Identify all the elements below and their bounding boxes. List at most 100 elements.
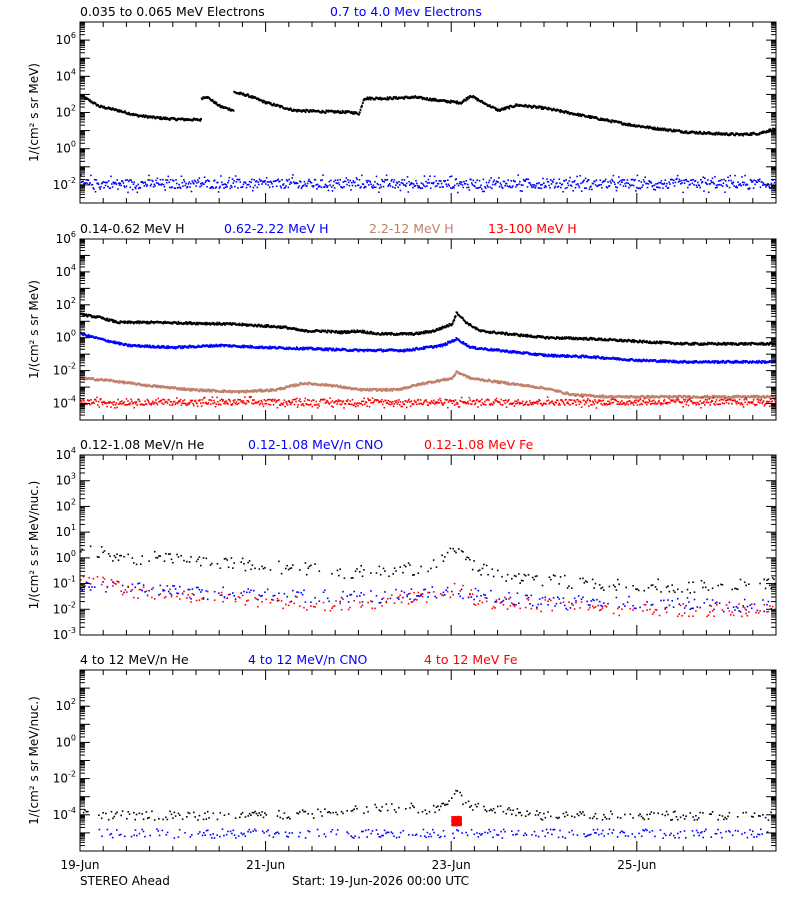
data-point	[404, 184, 406, 186]
data-point	[724, 134, 727, 136]
data-point	[463, 180, 465, 183]
data-point	[595, 179, 598, 181]
data-point	[377, 183, 379, 186]
data-point	[119, 182, 122, 185]
data-point	[732, 181, 735, 183]
data-point	[484, 187, 487, 189]
data-point	[534, 187, 537, 189]
data-point	[429, 187, 432, 189]
data-point	[384, 333, 387, 335]
data-point	[729, 174, 732, 177]
data-point	[530, 185, 533, 187]
data-point	[222, 183, 225, 186]
data-point	[262, 101, 264, 104]
data-point	[212, 187, 214, 189]
data-point	[664, 128, 666, 130]
data-point	[87, 335, 89, 338]
data-point	[531, 186, 533, 189]
data-point	[504, 334, 507, 336]
data-point	[116, 110, 119, 113]
legend-entry: 0.035 to 0.065 MeV Electrons	[80, 4, 265, 19]
data-point	[95, 317, 97, 319]
data-point	[421, 98, 424, 101]
data-point	[527, 106, 529, 109]
data-point	[304, 111, 307, 114]
data-point	[508, 108, 511, 110]
data-point	[408, 180, 410, 183]
data-point	[321, 111, 323, 114]
data-point	[693, 343, 696, 346]
data-point	[553, 187, 556, 189]
data-point	[332, 184, 334, 187]
data-point	[131, 181, 133, 183]
data-point	[535, 337, 538, 339]
data-point	[157, 346, 159, 348]
data-point	[561, 338, 563, 340]
data-point	[385, 332, 387, 335]
data-point	[439, 328, 442, 331]
data-point	[144, 181, 146, 183]
data-point	[383, 181, 386, 183]
data-point	[529, 336, 531, 338]
data-point	[435, 330, 437, 332]
data-point	[774, 344, 776, 346]
data-point	[147, 117, 149, 119]
data-point	[495, 109, 497, 111]
data-point	[266, 181, 269, 183]
data-point	[662, 129, 665, 132]
data-point	[390, 334, 392, 336]
data-point	[298, 185, 300, 187]
data-point	[538, 182, 540, 184]
data-point	[616, 186, 619, 189]
data-point	[313, 178, 316, 181]
data-point	[262, 326, 264, 328]
data-point	[137, 321, 140, 323]
data-point	[570, 184, 572, 186]
data-point	[674, 181, 677, 184]
data-point	[713, 183, 715, 185]
data-point	[603, 339, 606, 342]
data-point	[361, 105, 363, 107]
data-point	[162, 183, 165, 186]
data-point	[169, 186, 171, 189]
data-point	[360, 106, 363, 109]
data-point	[303, 180, 306, 183]
data-point	[371, 185, 373, 188]
data-point	[281, 327, 284, 329]
data-point	[461, 184, 464, 186]
data-point	[137, 116, 140, 118]
data-point	[388, 184, 390, 186]
data-point	[97, 183, 100, 185]
data-point	[373, 333, 376, 335]
data-point	[658, 342, 661, 344]
data-point	[111, 186, 114, 188]
data-point	[582, 180, 585, 183]
data-point	[219, 185, 221, 188]
data-point	[195, 323, 198, 326]
data-point	[343, 331, 346, 334]
data-point	[599, 339, 601, 341]
data-point	[167, 347, 169, 350]
data-point	[691, 182, 694, 185]
data-point	[453, 184, 456, 187]
data-point	[407, 334, 410, 336]
y-axis-label: 1/(cm² s sr MeV)	[27, 63, 41, 162]
data-point	[434, 185, 437, 188]
data-point	[244, 181, 246, 183]
data-point	[484, 186, 486, 188]
data-point	[542, 108, 545, 110]
data-point	[346, 183, 348, 186]
data-point	[188, 181, 190, 183]
data-point	[111, 183, 113, 185]
data-point	[460, 181, 463, 183]
data-point	[470, 178, 472, 181]
data-point	[386, 178, 389, 181]
data-point	[186, 185, 189, 188]
data-point	[585, 187, 588, 189]
data-point	[753, 179, 756, 181]
data-point	[763, 184, 766, 186]
data-point	[351, 184, 354, 187]
data-point	[474, 185, 476, 188]
data-point	[725, 184, 728, 186]
data-point	[136, 191, 139, 194]
